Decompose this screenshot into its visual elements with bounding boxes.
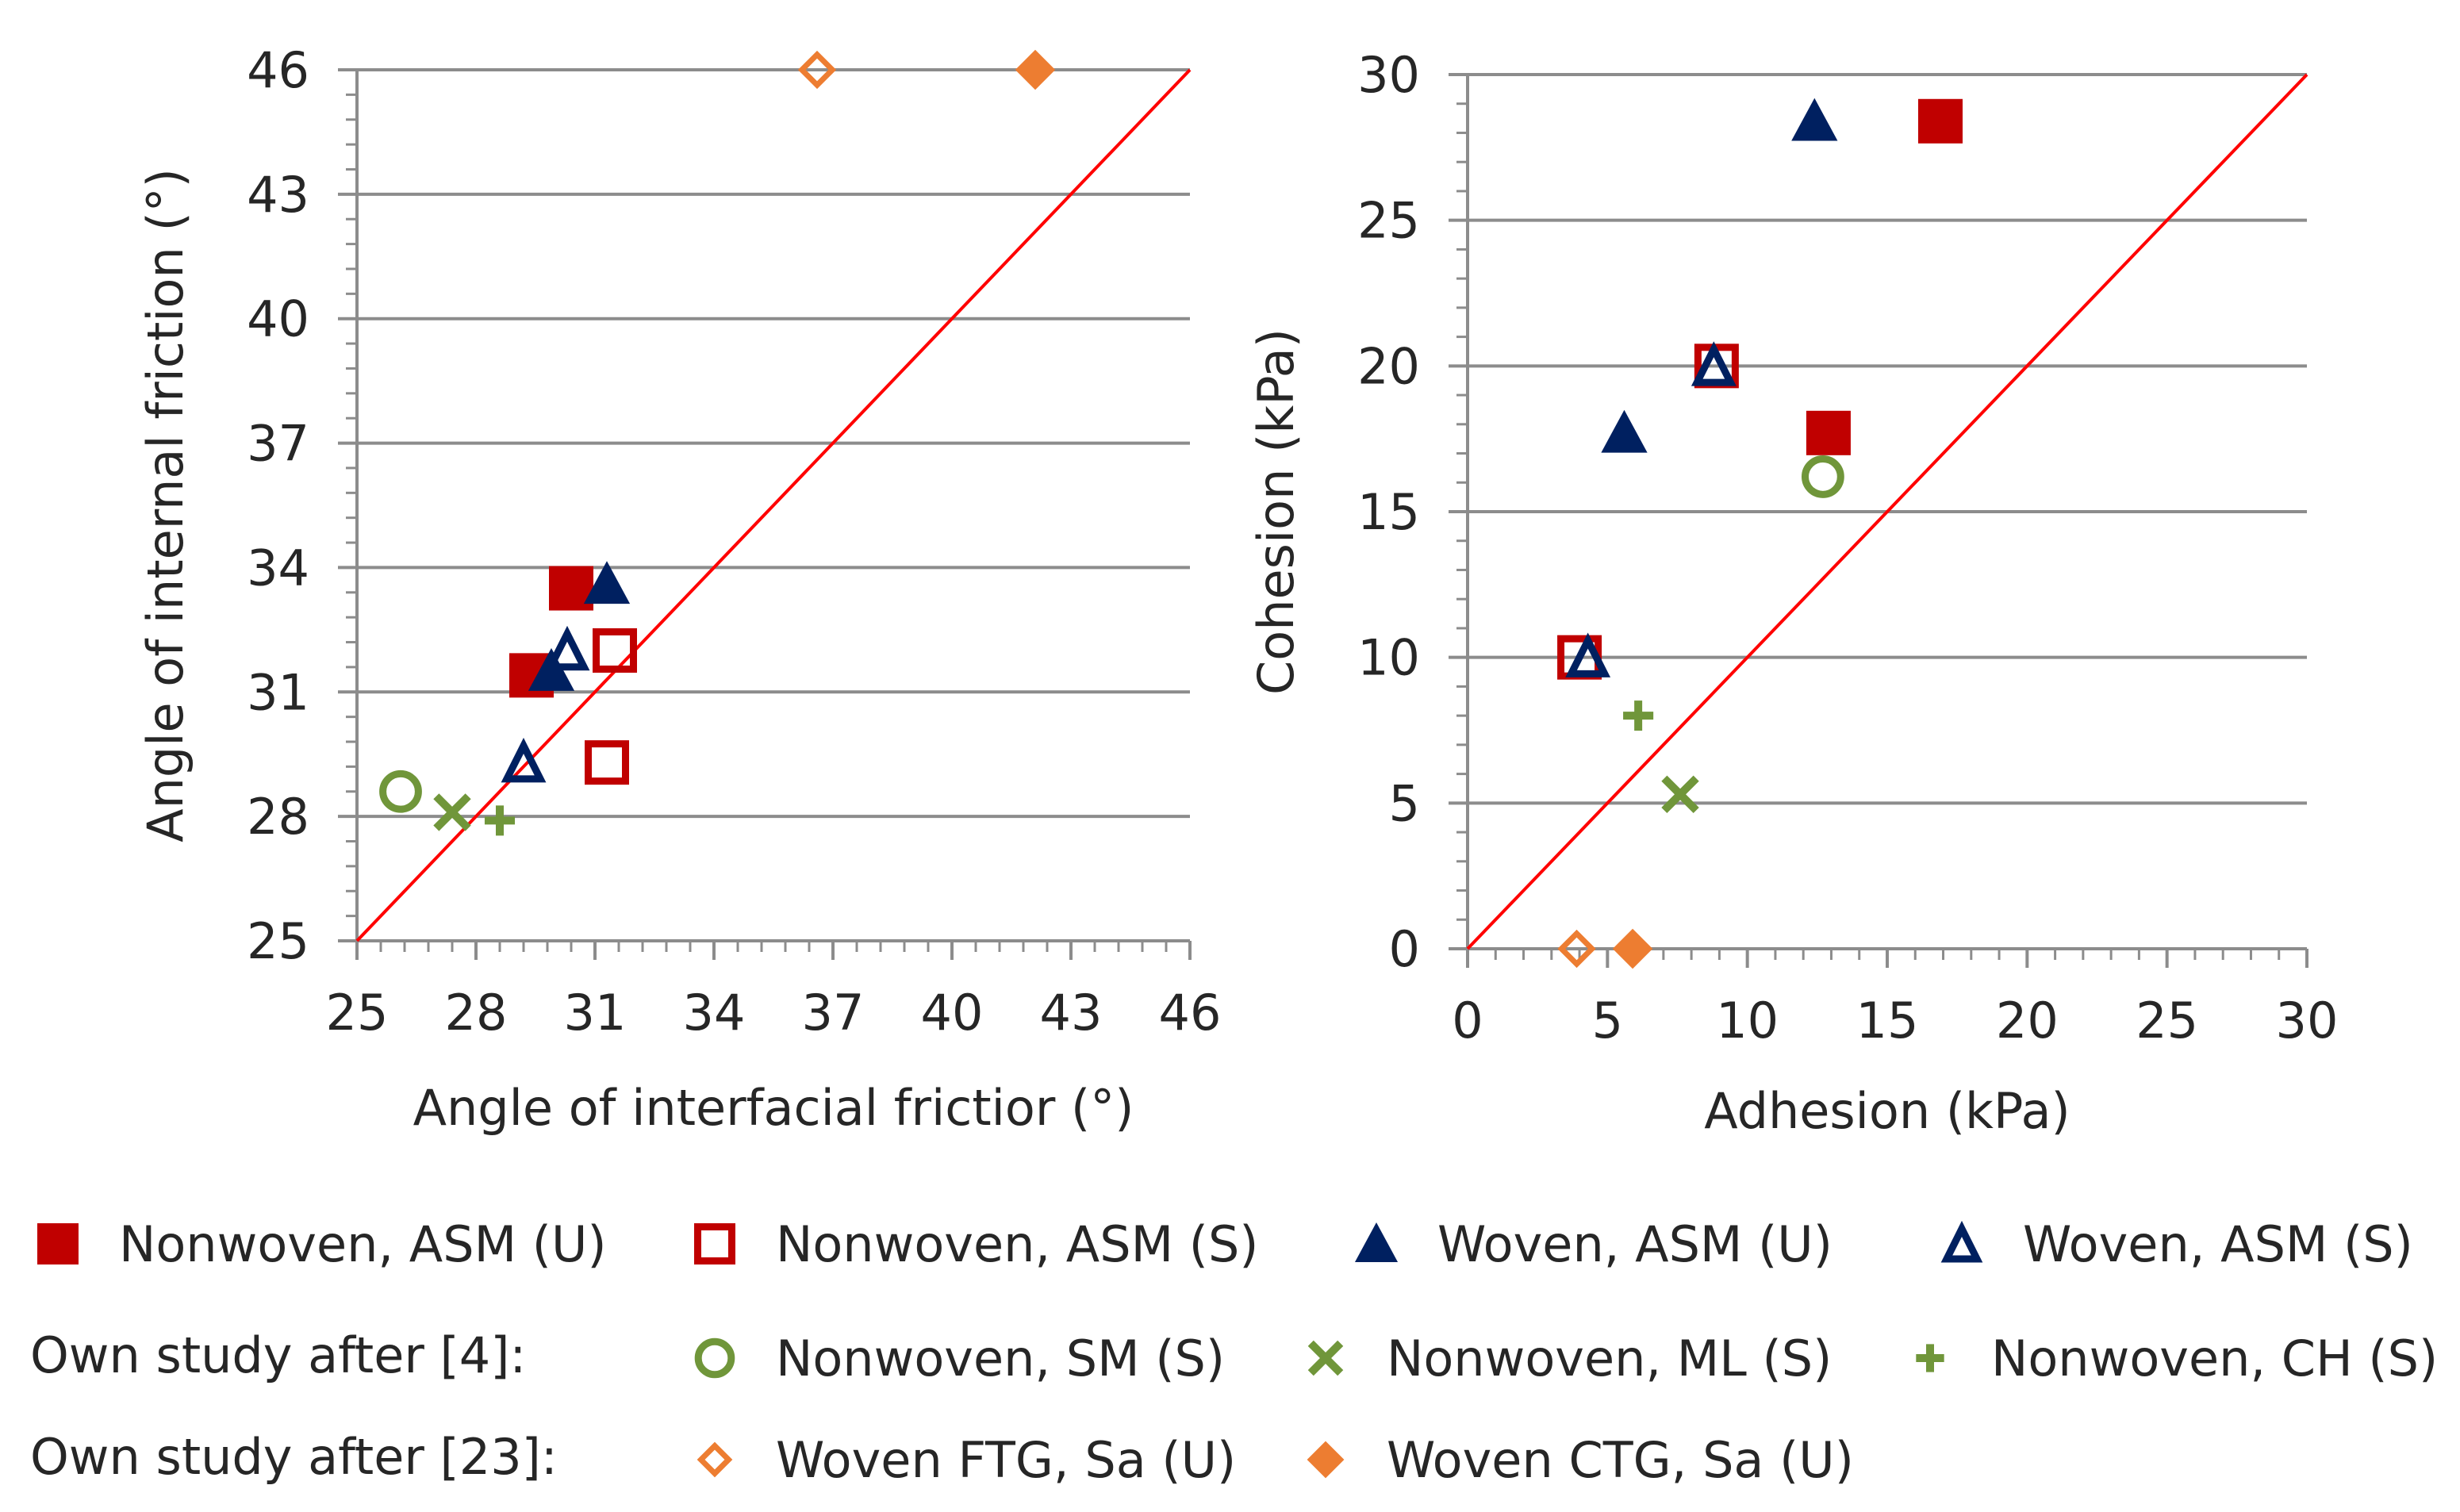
y-tick-label: 10 — [1357, 629, 1420, 687]
legend-label: Nonwoven, ASM (U) — [119, 1215, 607, 1273]
legend-item-nonwoven-sm-s: Nonwoven, SM (S) — [687, 1326, 1225, 1390]
x-tick-label: 25 — [326, 984, 389, 1042]
legend-marker-shape — [694, 1337, 735, 1379]
y-tick-label: 0 — [1389, 920, 1420, 978]
legend-marker-x-icon — [1307, 1340, 1344, 1376]
legend-label: Woven, ASM (U) — [1437, 1215, 1833, 1273]
legend-marker-shape — [1916, 1344, 1944, 1372]
legend-marker-shape — [1354, 1222, 1399, 1262]
x-tick-label: 40 — [921, 984, 984, 1042]
x-tick-label: 43 — [1040, 984, 1103, 1042]
legend-item-woven-asm-u: Woven, ASM (U) — [1349, 1212, 1833, 1276]
legend-marker-shape — [1940, 1220, 1983, 1263]
legend-marker-shape — [694, 1223, 735, 1264]
point-woven-ftg-sa-u — [797, 50, 837, 90]
y-tick-label: 25 — [247, 912, 309, 970]
y-tick-label: 30 — [1357, 46, 1420, 104]
legend-marker-shape — [1307, 1340, 1344, 1376]
y-tick-label: 34 — [247, 539, 309, 597]
point-woven-asm-u — [583, 561, 631, 604]
legend-label: Woven, ASM (S) — [2023, 1215, 2413, 1273]
y-tick-label: 31 — [247, 663, 309, 721]
legend-marker-diamond-icon — [1307, 1441, 1345, 1479]
legend-marker-square-icon — [694, 1223, 735, 1264]
point-woven-asm-s — [544, 625, 590, 671]
legend-label: Nonwoven, ML (S) — [1387, 1329, 1833, 1387]
point-nonwoven-asm-u — [1806, 410, 1851, 455]
legend-item-nonwoven-ml-s: Nonwoven, ML (S) — [1298, 1326, 1832, 1390]
point-woven-asm-s — [1565, 632, 1611, 677]
legend-marker-triangle-icon — [1354, 1222, 1399, 1262]
cohesion-chart: 0 5 10 15 20 25 30 0 5 10 15 20 25 30 Adhesion (kPa) Co… — [1247, 46, 2338, 1140]
y-axis-title: Angle of internal friction (°) — [136, 168, 194, 842]
legend-marker-square-icon — [37, 1223, 79, 1264]
legend-item-nonwoven-asm-u: Nonwoven, ASM (U) — [30, 1212, 607, 1276]
legend-item-woven-ftg-sa-u: Woven FTG, Sa (U) — [687, 1428, 1236, 1491]
legend-group-label-ref23: Own study after [23]: — [30, 1428, 558, 1486]
x-tick-label: 34 — [683, 984, 746, 1042]
identity-line — [355, 68, 1192, 942]
legend-item-nonwoven-ch-s: Nonwoven, CH (S) — [1902, 1326, 2438, 1390]
legend-marker-shape — [37, 1223, 79, 1264]
y-tick-label: 37 — [247, 415, 309, 473]
y-tick-label: 25 — [1357, 192, 1420, 250]
y-tick-label: 43 — [247, 166, 309, 224]
legend-marker-shape — [1307, 1441, 1345, 1479]
x-tick-label: 15 — [1856, 992, 1919, 1050]
legend-marker-circle-icon — [694, 1337, 735, 1379]
point-woven-asm-s — [501, 738, 547, 783]
legend-marker-diamond-icon — [697, 1441, 733, 1478]
point-woven-asm-s — [1691, 341, 1737, 386]
identity-line — [1466, 73, 2308, 950]
x-tick-label: 37 — [802, 984, 865, 1042]
legend-item-woven-ctg-sa-u: Woven CTG, Sa (U) — [1298, 1428, 1854, 1491]
y-axis-title: Cohesion (kPa) — [1247, 328, 1305, 695]
legend-label: Nonwoven, SM (S) — [776, 1329, 1226, 1387]
x-tick-label: 10 — [1716, 992, 1779, 1050]
x-tick-label: 31 — [564, 984, 627, 1042]
y-tick-label: 28 — [247, 788, 309, 846]
point-woven-ctg-sa-u — [1612, 928, 1653, 969]
x-tick-label: 20 — [1996, 992, 2059, 1050]
point-nonwoven-sm-s — [1801, 455, 1844, 498]
point-woven-ctg-sa-u — [1015, 49, 1056, 90]
point-nonwoven-ml-s — [433, 793, 471, 831]
legend-label: Woven CTG, Sa (U) — [1387, 1430, 1854, 1489]
point-nonwoven-ch-s — [1623, 700, 1654, 731]
legend-marker-triangle-icon — [1940, 1220, 1983, 1263]
y-tick-label: 20 — [1357, 337, 1420, 395]
point-nonwoven-asm-u — [1918, 98, 1963, 144]
legend-item-nonwoven-asm-s: Nonwoven, ASM (S) — [687, 1212, 1259, 1276]
y-tick-label: 40 — [247, 290, 309, 348]
legend-group-label-ref4: Own study after [4]: — [30, 1326, 527, 1384]
x-axis-title: Adhesion (kPa) — [1704, 1082, 2070, 1140]
point-nonwoven-asm-s — [593, 628, 637, 673]
point-woven-asm-u — [1601, 409, 1648, 453]
x-tick-label: 28 — [445, 984, 508, 1042]
x-tick-label: 0 — [1452, 992, 1483, 1050]
y-tick-label: 46 — [247, 41, 309, 99]
point-nonwoven-ml-s — [1661, 775, 1699, 814]
point-nonwoven-sm-s — [379, 769, 422, 813]
point-nonwoven-asm-s — [585, 740, 629, 785]
legend-marker-shape — [697, 1441, 733, 1478]
friction-chart: 25 28 31 34 37 40 43 46 25 28 31 34 37 40 43 46 Angle of… — [136, 41, 1221, 1137]
point-woven-asm-u — [1791, 98, 1838, 141]
x-tick-label: 25 — [2136, 992, 2198, 1050]
legend-label: Nonwoven, CH (S) — [1991, 1329, 2439, 1387]
legend-item-woven-asm-s: Woven, ASM (S) — [1934, 1212, 2413, 1276]
x-tick-label: 46 — [1159, 984, 1222, 1042]
x-tick-label: 30 — [2276, 992, 2339, 1050]
legend-label: Nonwoven, ASM (S) — [776, 1215, 1259, 1273]
point-woven-ftg-sa-u — [1557, 929, 1596, 969]
point-nonwoven-ch-s — [484, 805, 516, 836]
y-tick-label: 5 — [1389, 774, 1420, 832]
legend-marker-plus-icon — [1916, 1344, 1944, 1372]
legend-label: Woven FTG, Sa (U) — [776, 1430, 1237, 1489]
y-tick-label: 15 — [1357, 483, 1420, 541]
x-tick-label: 5 — [1592, 992, 1623, 1050]
x-axis-title: Angle of interfacial frictior (°) — [413, 1079, 1134, 1137]
